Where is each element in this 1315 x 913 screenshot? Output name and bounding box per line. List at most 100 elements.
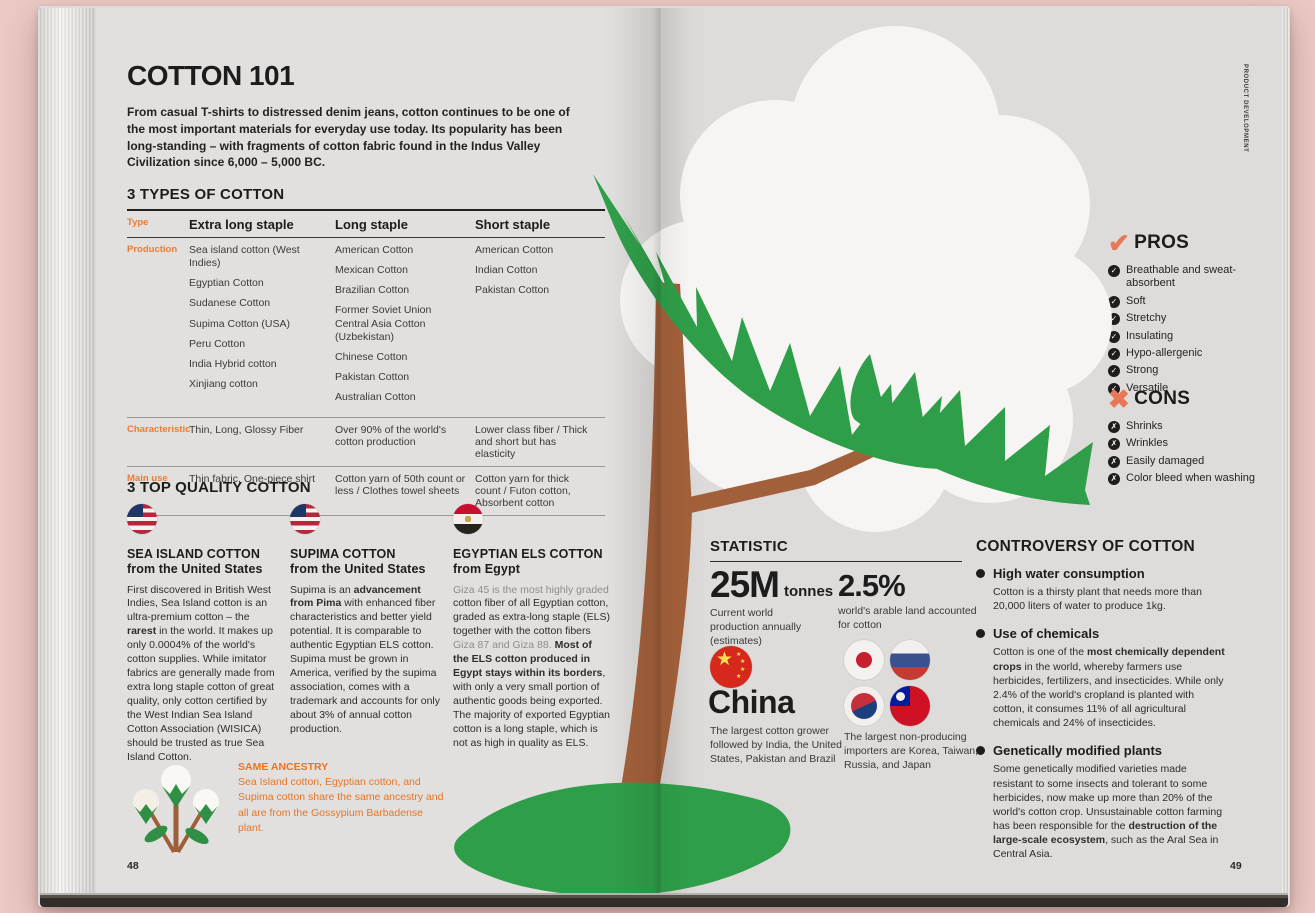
- flag-taiwan-icon: [890, 686, 930, 726]
- flag-usa-icon: [127, 504, 157, 534]
- table-col-header: Short staple: [475, 211, 605, 238]
- page-number-left: 48: [127, 860, 139, 872]
- table-cell-main-use: Cotton yarn of 50th count or less / Clot…: [335, 467, 475, 517]
- cons-item: ✗ Shrinks: [1108, 420, 1266, 433]
- table-col-header: Long staple: [335, 211, 475, 238]
- bullet-icon: [976, 746, 985, 756]
- production-item: Pakistan Cotton: [335, 370, 410, 383]
- importer-flags: [844, 640, 930, 726]
- production-item: Egyptian Cotton: [189, 277, 264, 290]
- cons-heading: ✖ CONS: [1108, 384, 1191, 414]
- grower-name: China: [708, 684, 795, 720]
- page-right: ✔ PROS ✓ Breathable and sweat-absorbent …: [660, 8, 1282, 893]
- stat-value: 25M: [710, 564, 780, 605]
- production-item: American Cotton: [475, 244, 554, 256]
- cross-icon: ✖: [1108, 384, 1131, 414]
- pros-item: ✓ Insulating: [1108, 330, 1266, 343]
- book-bottom-edge: [40, 893, 1288, 907]
- page-left: COTTON 101 From casual T-shirts to distr…: [96, 8, 660, 893]
- types-section-heading: 3 TYPES OF COTTON: [127, 186, 285, 203]
- importers-caption: The largest non-producing importers are …: [844, 731, 979, 772]
- quality-body: First discovered in British West Indies,…: [127, 583, 275, 763]
- quality-body: Giza 45 is the most highly graded cotton…: [453, 583, 611, 749]
- stat-production: 25M tonnes: [710, 566, 833, 603]
- ancestry-text: SAME ANCESTRY Sea Island cotton, Egyptia…: [238, 760, 450, 836]
- ancestry-body: Sea Island cotton, Egyptian cotton, and …: [238, 776, 444, 834]
- production-item: Supima Cotton (USA): [189, 317, 290, 330]
- flag-russia-icon: [890, 640, 930, 680]
- statistic-heading: STATISTIC: [710, 538, 962, 562]
- quality-item: EGYPTIAN ELS COTTON from Egypt Giza 45 i…: [453, 504, 610, 765]
- cons-item: ✗ Color bleed when washing: [1108, 472, 1266, 486]
- cross-circle-icon: ✗: [1108, 455, 1120, 468]
- check-circle-icon: ✓: [1108, 348, 1120, 361]
- table-cell-characteristic: Thin, Long, Glossy Fiber: [189, 418, 335, 468]
- production-item: Australian Cotton: [335, 391, 416, 403]
- flag-south-korea-icon: [844, 686, 884, 726]
- page-number-right: 49: [1230, 860, 1242, 872]
- types-table: Type Extra long staple Long staple Short…: [127, 209, 605, 517]
- quality-item: SEA ISLAND COTTON from the United States…: [127, 504, 279, 765]
- quality-section-heading: 3 TOP QUALITY COTTON: [127, 479, 311, 496]
- check-circle-icon: ✓: [1108, 313, 1120, 326]
- check-circle-icon: ✓: [1108, 265, 1120, 277]
- bullet-icon: [976, 629, 985, 639]
- quality-title: SUPIMA COTTON from the United States: [290, 547, 426, 576]
- flag-japan-icon: [844, 640, 884, 680]
- production-item: Chinese Cotton: [335, 350, 408, 363]
- stat-value: 2.5%: [838, 568, 906, 603]
- ancestry-note: SAME ANCESTRY Sea Island cotton, Egyptia…: [124, 760, 450, 860]
- book-spread: COTTON 101 From casual T-shirts to distr…: [38, 6, 1290, 907]
- controversy-block: CONTROVERSY OF COTTON High water consump…: [976, 538, 1228, 875]
- grower-caption: The largest cotton grower followed by In…: [710, 725, 842, 766]
- flag-china-icon: ★ ★ ★ ★ ★: [710, 646, 752, 688]
- flag-usa-icon: [290, 504, 320, 534]
- production-item: Brazilian Cotton: [335, 284, 410, 297]
- cross-circle-icon: ✗: [1108, 421, 1120, 433]
- pros-item: ✓ Stretchy: [1108, 312, 1266, 326]
- pros-block: ✔ PROS ✓ Breathable and sweat-absorbent …: [1108, 230, 1266, 399]
- page-edges-right: [1282, 8, 1290, 895]
- table-label-type: Type: [127, 211, 189, 238]
- check-circle-icon: ✓: [1108, 365, 1120, 378]
- cons-block: ✖ CONS ✗ Shrinks ✗ Wrinkles ✗ Easily dam…: [1108, 386, 1266, 490]
- table-cell-production: American Cotton Indian Cotton Pakistan Cot…: [475, 238, 605, 419]
- cross-circle-icon: ✗: [1108, 438, 1120, 451]
- production-item: Pakistan Cotton: [475, 284, 550, 297]
- production-item: Xinjiang cotton: [189, 377, 258, 390]
- cross-circle-icon: ✗: [1108, 473, 1120, 486]
- quality-columns: SEA ISLAND COTTON from the United States…: [127, 504, 610, 765]
- pros-item: ✓ Breathable and sweat-absorbent: [1108, 264, 1266, 291]
- quality-title: SEA ISLAND COTTON from the United States: [127, 547, 263, 576]
- table-label-production: Production: [127, 238, 189, 419]
- pros-item: ✓ Hypo-allergenic: [1108, 347, 1266, 361]
- check-icon: ✔: [1108, 228, 1131, 258]
- production-item: Sea island cotton (West Indies): [189, 244, 300, 270]
- controversy-item: Use of chemicals Cotton is one of the mo…: [976, 626, 1228, 730]
- page-title: COTTON 101: [127, 60, 295, 91]
- table-cell-main-use: Thin fabric, One-piece shirt: [189, 467, 335, 517]
- stat-unit: tonnes: [783, 583, 834, 600]
- pros-item: ✓ Strong: [1108, 364, 1266, 378]
- production-item: Sudanese Cotton: [189, 297, 271, 310]
- table-cell-main-use: Cotton yarn for thick count / Futon cott…: [475, 467, 605, 517]
- intro-paragraph: From casual T-shirts to distressed denim…: [127, 105, 570, 170]
- production-item: Mexican Cotton: [335, 264, 408, 277]
- check-circle-icon: ✓: [1108, 330, 1120, 343]
- controversy-heading: CONTROVERSY OF COTTON: [976, 538, 1195, 555]
- controversy-item: High water consumption Cotton is a thirs…: [976, 566, 1228, 613]
- quality-body: Supima is an advancement from Pima with …: [290, 583, 440, 736]
- table-col-header: Extra long staple: [189, 211, 335, 238]
- flag-egypt-icon: [453, 504, 483, 534]
- table-label-main-use: Main use: [127, 467, 189, 517]
- table-cell-characteristic: Over 90% of the world's cotton productio…: [335, 418, 475, 468]
- stat-arable-caption: world's arable land accounted for cotton: [838, 605, 977, 632]
- pros-item: ✓ Soft: [1108, 295, 1266, 308]
- table-cell-production: American Cotton Mexican Cotton Brazilian C…: [335, 238, 475, 419]
- production-item: Peru Cotton: [189, 337, 246, 350]
- cons-item: ✗ Wrinkles: [1108, 437, 1266, 451]
- cons-item: ✗ Easily damaged: [1108, 455, 1266, 468]
- production-item: India Hybrid cotton: [189, 357, 277, 370]
- pros-heading: ✔ PROS: [1108, 228, 1190, 258]
- bullet-icon: [976, 569, 985, 578]
